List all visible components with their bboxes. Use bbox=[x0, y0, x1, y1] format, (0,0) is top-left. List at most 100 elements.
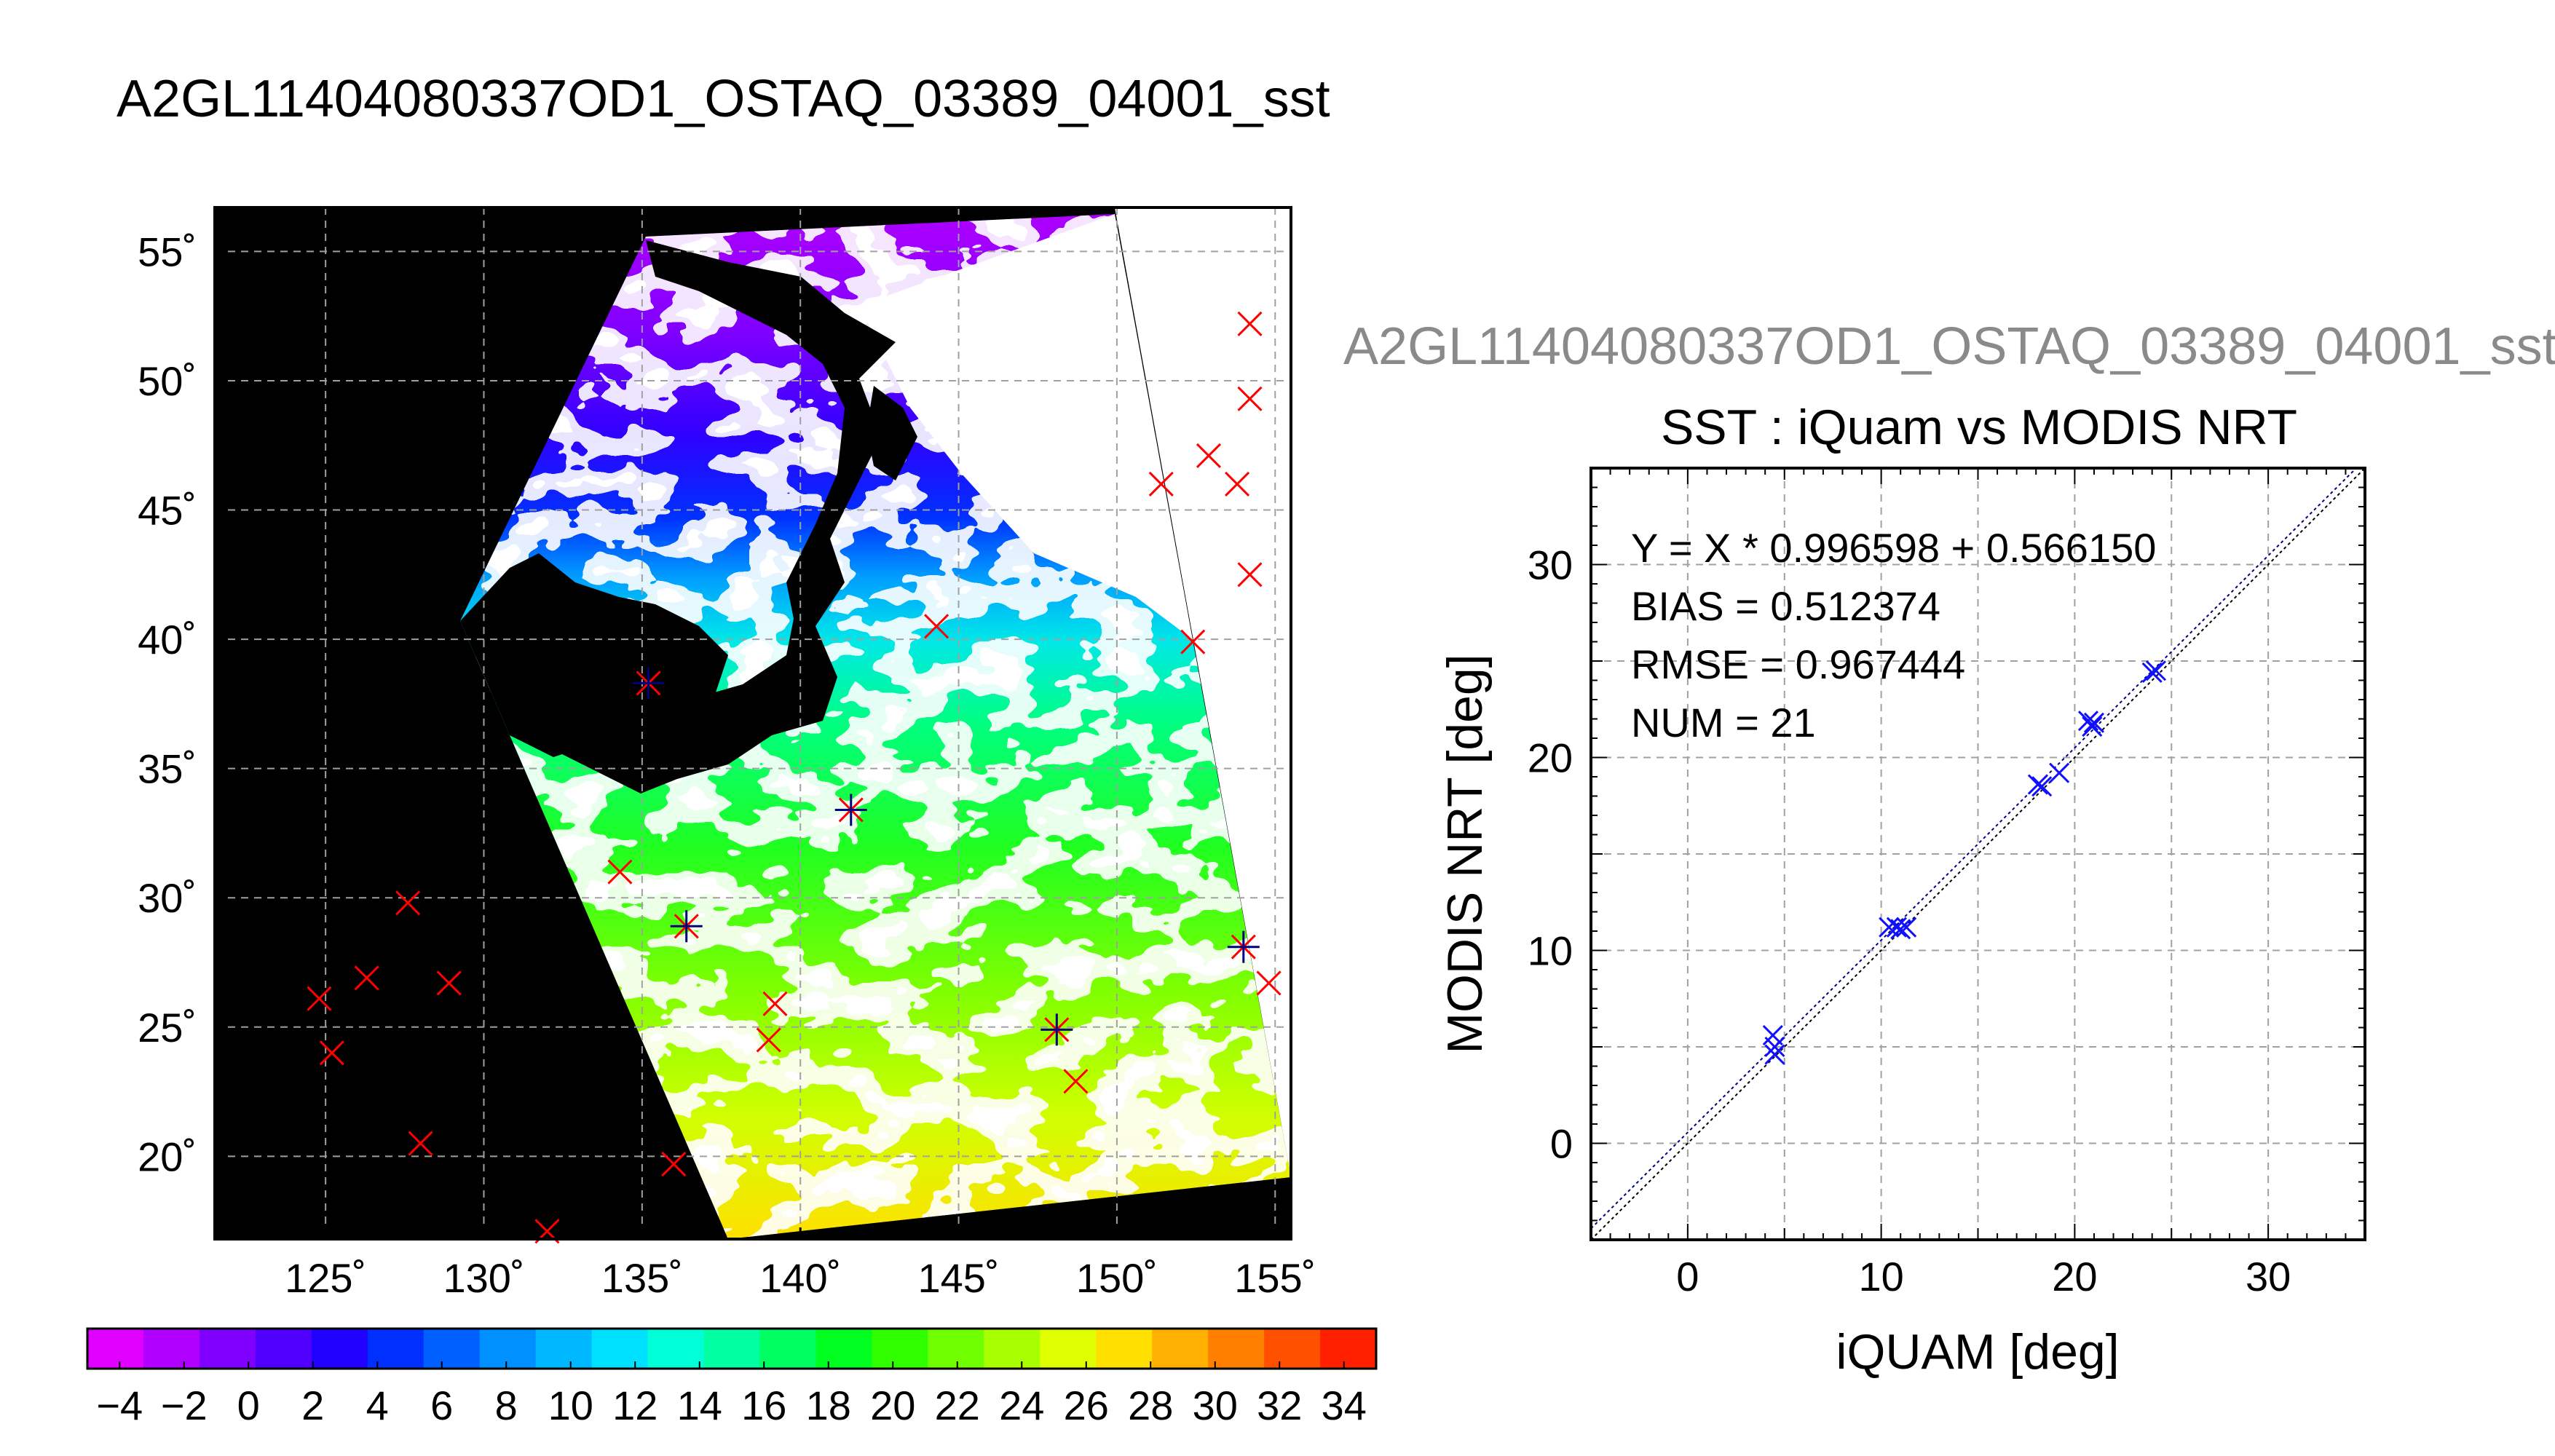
colorbar-label: 12 bbox=[612, 1382, 657, 1428]
scatter-y-label: MODIS NRT [deg] bbox=[1437, 654, 1493, 1053]
colorbar-label: 6 bbox=[430, 1382, 453, 1428]
match-point-marker bbox=[319, 1040, 344, 1066]
match-point-marker bbox=[607, 859, 633, 885]
colorbar-labels: −4 −2 0 2 4 6 8 10 12 14 16 18 20 22 24 26 28 30 32 34 bbox=[96, 1361, 1367, 1428]
scatter-y-tick-label: 0 bbox=[1550, 1121, 1573, 1167]
map-y-tick-label: 20˚ bbox=[138, 1133, 197, 1179]
landmass-sakhalin bbox=[866, 386, 917, 480]
match-point-marker bbox=[924, 614, 949, 639]
scatter-point bbox=[2049, 762, 2070, 783]
colorbar-cell bbox=[199, 1329, 256, 1369]
scatter-x-tick-label: 0 bbox=[1676, 1254, 1699, 1299]
scatter-point bbox=[2082, 716, 2103, 737]
valid-point-marker bbox=[1227, 930, 1260, 963]
colorbar-cell bbox=[1152, 1329, 1209, 1369]
colorbar-cell bbox=[703, 1329, 760, 1369]
scatter-x-tick-label: 30 bbox=[2246, 1254, 2291, 1299]
colorbar-label: 26 bbox=[1064, 1382, 1109, 1428]
scatter-point bbox=[2077, 711, 2099, 732]
match-point-marker bbox=[395, 890, 421, 916]
map-frame bbox=[213, 206, 1292, 1241]
map-x-tick-label: 125˚ bbox=[285, 1255, 366, 1301]
colorbar-cell bbox=[143, 1329, 200, 1369]
colorbar-label: 30 bbox=[1193, 1382, 1238, 1428]
valid-point-marker bbox=[632, 667, 665, 700]
scatter-point bbox=[2141, 662, 2163, 683]
match-point-marker bbox=[1196, 443, 1222, 468]
match-point-marker bbox=[1180, 629, 1206, 654]
map-y-tick-label: 45˚ bbox=[138, 488, 197, 534]
scatter-point bbox=[2083, 712, 2105, 733]
scatter-x-tick-label: 10 bbox=[1858, 1254, 1903, 1299]
scatter-plot: SST : iQuam vs MODIS NRT 0 10 20 300102030 … bbox=[1437, 400, 2366, 1380]
colorbar-cell bbox=[423, 1329, 481, 1369]
map-x-tick-label: 135˚ bbox=[601, 1255, 683, 1301]
identity-line bbox=[1590, 467, 2366, 1241]
valid-point-marker bbox=[834, 794, 867, 826]
cloud-north-east bbox=[859, 214, 1194, 641]
match-point-marker bbox=[354, 965, 379, 991]
colorbar-cell bbox=[1040, 1329, 1097, 1369]
scatter-point bbox=[2145, 660, 2167, 681]
match-point-marker bbox=[307, 986, 332, 1011]
landmass-mainland bbox=[460, 553, 728, 757]
colorbar-cell bbox=[311, 1329, 368, 1369]
colorbar-cell bbox=[928, 1329, 984, 1369]
colorbar-cell bbox=[1096, 1329, 1153, 1369]
colorbar-label: 2 bbox=[301, 1382, 324, 1428]
colorbar-label: 22 bbox=[935, 1382, 980, 1428]
sst-map: 125˚ 130˚ 135˚ 140˚ 145˚ 150˚ 155˚ 20˚ 25˚ 30˚ 35˚… bbox=[138, 206, 1316, 1301]
colorbar-cell bbox=[591, 1329, 649, 1369]
scatter-fit-lines bbox=[1590, 467, 2366, 1241]
match-point-marker bbox=[408, 1131, 433, 1156]
regression-line bbox=[1590, 467, 2357, 1230]
scatter-point bbox=[1890, 919, 1911, 940]
match-point-marker bbox=[661, 1151, 687, 1177]
map-x-tick-label: 155˚ bbox=[1234, 1255, 1316, 1301]
colorbar-cell bbox=[535, 1329, 593, 1369]
map-y-tick-label: 50˚ bbox=[138, 358, 197, 404]
scatter-y-tick-label: 10 bbox=[1528, 928, 1573, 974]
match-point-marker bbox=[1063, 1069, 1089, 1094]
colorbar-label: 32 bbox=[1257, 1382, 1302, 1428]
colorbar-cell bbox=[1320, 1329, 1377, 1369]
colorbar-label: 16 bbox=[741, 1382, 786, 1428]
colorbar-cell bbox=[479, 1329, 537, 1369]
scatter-point bbox=[1764, 1044, 1785, 1065]
valid-point-marker bbox=[1040, 1013, 1073, 1046]
colorbar-label: 0 bbox=[237, 1382, 260, 1428]
map-y-tick-label: 30˚ bbox=[138, 875, 197, 921]
scatter-point bbox=[1764, 1036, 1785, 1058]
colorbar-cell bbox=[255, 1329, 312, 1369]
colorbar-cell bbox=[759, 1329, 816, 1369]
map-y-tick-label: 40˚ bbox=[138, 617, 197, 662]
colorbar-cell bbox=[1264, 1329, 1321, 1369]
colorbar-cell bbox=[1208, 1329, 1265, 1369]
map-y-tick-label: 35˚ bbox=[138, 746, 197, 792]
scatter-y-tick-label: 20 bbox=[1528, 735, 1573, 781]
map-markers bbox=[307, 311, 1282, 1244]
colorbar-label: −2 bbox=[161, 1382, 208, 1428]
colorbar-label: 14 bbox=[677, 1382, 722, 1428]
colorbar-label: 8 bbox=[495, 1382, 518, 1428]
map-x-tick-label: 150˚ bbox=[1076, 1255, 1158, 1301]
swath-outside-right bbox=[1115, 207, 1291, 1177]
scatter-point bbox=[1896, 917, 1917, 938]
match-point-marker bbox=[756, 1027, 781, 1053]
landmass-japan bbox=[561, 240, 896, 794]
colorbar-label: 10 bbox=[548, 1382, 593, 1428]
scatter-annotation: RMSE = 0.967444 bbox=[1631, 641, 1965, 687]
map-grid bbox=[215, 207, 1291, 1239]
colorbar-label: 34 bbox=[1322, 1382, 1367, 1428]
scatter-points bbox=[1762, 660, 2167, 1065]
colorbar-cell bbox=[647, 1329, 705, 1369]
page-title: A2GL11404080337OD1_OSTAQ_03389_04001_sst bbox=[117, 70, 1330, 128]
scatter-point bbox=[2031, 776, 2053, 797]
colorbar-label: 28 bbox=[1128, 1382, 1173, 1428]
colorbar-label: 4 bbox=[366, 1382, 389, 1428]
scatter-y-tick-label: 30 bbox=[1528, 542, 1573, 588]
scatter-filename-label: A2GL11404080337OD1_OSTAQ_03389_04001_sst bbox=[1343, 317, 2555, 376]
colorbar-frame bbox=[86, 1327, 1378, 1370]
colorbar-cell bbox=[87, 1329, 144, 1369]
